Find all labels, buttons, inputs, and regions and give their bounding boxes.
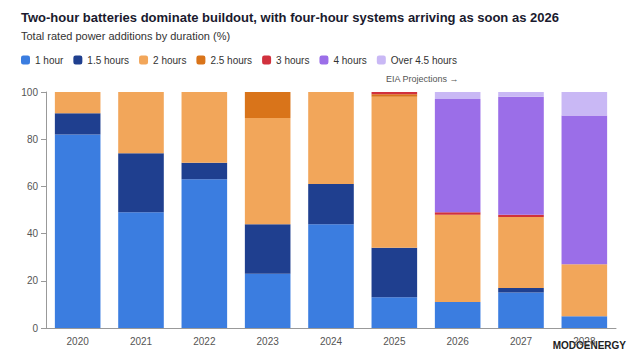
svg-text:Total rated power additions by: Total rated power additions by duration … [21,30,230,42]
svg-text:20: 20 [27,275,39,286]
svg-text:2 hours: 2 hours [153,55,186,66]
svg-text:2025: 2025 [383,336,406,347]
svg-text:2020: 2020 [67,336,90,347]
svg-text:EIA Projections →: EIA Projections → [386,74,459,84]
svg-text:2021: 2021 [130,336,153,347]
svg-text:Two-hour batteries dominate bu: Two-hour batteries dominate buildout, wi… [21,10,559,25]
svg-text:MODOENERGY: MODOENERGY [552,339,626,351]
svg-text:40: 40 [27,228,39,239]
svg-text:2027: 2027 [510,336,533,347]
svg-text:4 hours: 4 hours [333,55,366,66]
svg-text:2.5 hours: 2.5 hours [210,55,252,66]
svg-text:2028: 2028 [573,336,596,347]
svg-text:Over 4.5 hours: Over 4.5 hours [391,55,457,66]
svg-text:2023: 2023 [257,336,280,347]
svg-text:2022: 2022 [193,336,216,347]
svg-text:100: 100 [21,87,38,98]
svg-text:2024: 2024 [320,336,343,347]
svg-text:1.5 hours: 1.5 hours [87,55,129,66]
svg-text:1 hour: 1 hour [35,55,64,66]
svg-text:2026: 2026 [447,336,470,347]
svg-text:0: 0 [32,323,38,334]
svg-text:80: 80 [27,134,39,145]
svg-text:60: 60 [27,181,39,192]
svg-text:3 hours: 3 hours [276,55,309,66]
